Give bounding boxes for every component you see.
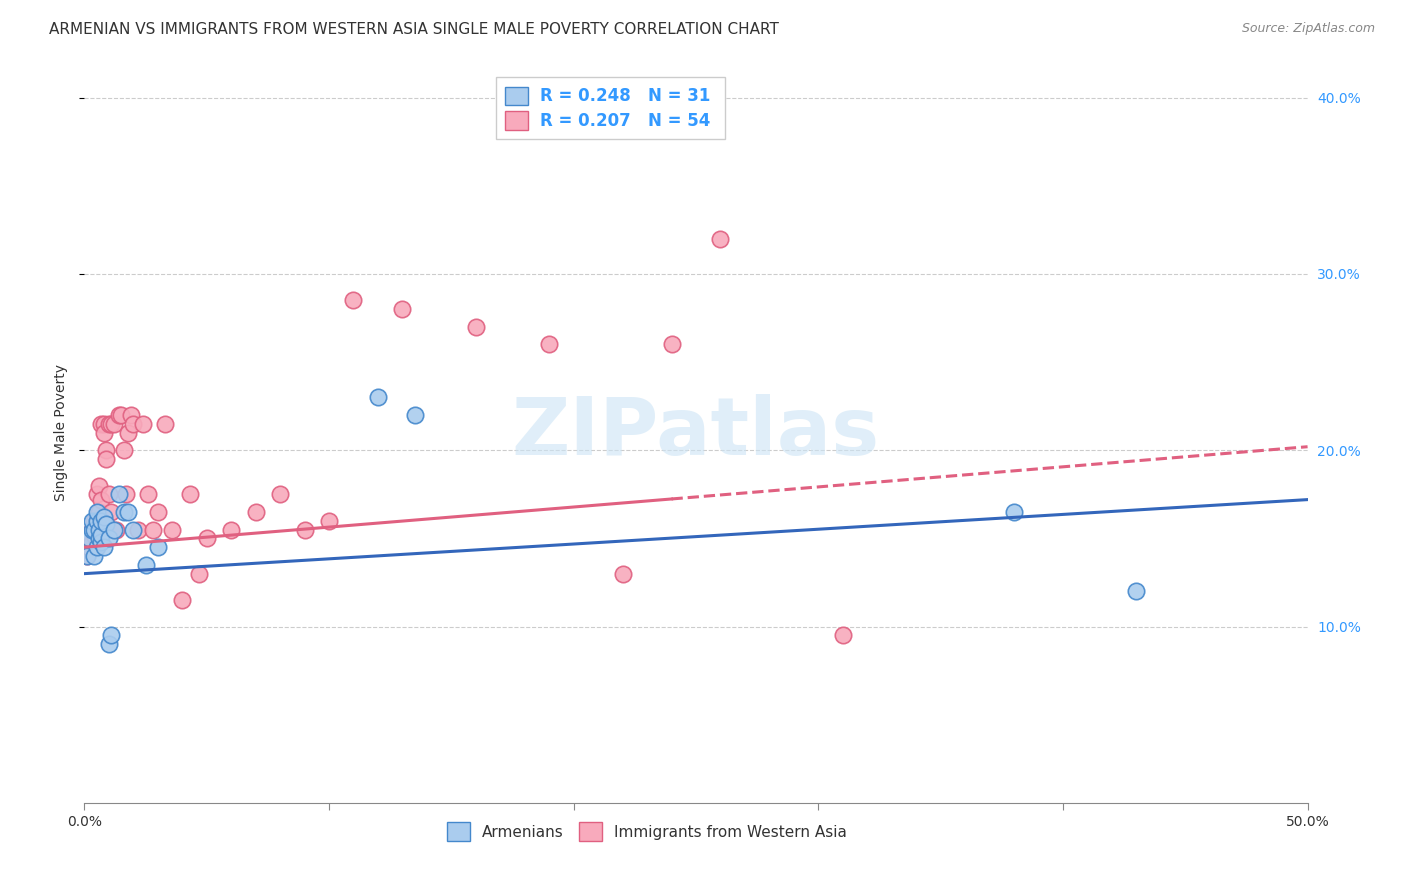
Point [86,514,108,528]
Point [132,417,155,431]
Legend: Armenians, Immigrants from Western Asia: Armenians, Immigrants from Western Asia [441,816,853,847]
Point [80,523,103,537]
Point [219,523,242,537]
Point [117,505,139,519]
Point [90,514,112,528]
Point [179,487,201,501]
Point [136,487,159,501]
Point [87,532,110,546]
Point [294,523,316,537]
Text: Source: ZipAtlas.com: Source: ZipAtlas.com [1241,22,1375,36]
Point [87,505,110,519]
Point [105,523,128,537]
Point [90,535,112,549]
Point [142,523,165,537]
Point [97,417,120,431]
Point [83,528,105,542]
Point [135,558,157,572]
Point [80,523,103,537]
Point [367,390,389,404]
Point [188,566,211,581]
Point [1125,584,1147,599]
Point [122,523,145,537]
Point [1002,505,1025,519]
Point [83,523,105,537]
Point [83,549,105,563]
Text: ARMENIAN VS IMMIGRANTS FROM WESTERN ASIA SINGLE MALE POVERTY CORRELATION CHART: ARMENIAN VS IMMIGRANTS FROM WESTERN ASIA… [49,22,779,37]
Point [86,514,108,528]
Point [103,417,125,431]
Point [90,528,112,542]
Point [96,517,118,532]
Point [404,408,426,422]
Point [83,514,105,528]
Point [90,492,112,507]
Text: ZIPatlas: ZIPatlas [512,393,880,472]
Point [661,337,683,351]
Point [146,540,169,554]
Point [90,417,112,431]
Point [391,302,413,317]
Point [103,523,125,537]
Point [538,337,561,351]
Point [87,532,110,546]
Point [93,540,115,554]
Y-axis label: Single Male Poverty: Single Male Poverty [55,364,69,501]
Point [80,514,103,528]
Point [172,593,194,607]
Point [77,540,100,554]
Point [162,523,184,537]
Point [146,505,169,519]
Point [97,637,120,651]
Point [77,532,100,546]
Point [86,487,108,501]
Point [127,523,149,537]
Point [464,319,486,334]
Point [86,540,108,554]
Point [87,523,110,537]
Point [97,487,120,501]
Point [76,549,98,563]
Point [80,535,103,549]
Point [100,417,122,431]
Point [195,532,218,546]
Point [117,425,139,440]
Point [100,505,122,519]
Point [96,443,118,458]
Point [93,510,115,524]
Point [153,417,176,431]
Point [97,532,120,546]
Point [93,417,115,431]
Point [318,514,340,528]
Point [122,417,145,431]
Point [76,549,98,563]
Point [269,487,291,501]
Point [709,232,731,246]
Point [245,505,267,519]
Point [112,505,135,519]
Point [110,408,132,422]
Point [612,566,634,581]
Point [342,293,364,308]
Point [100,628,122,642]
Point [115,487,138,501]
Point [107,487,129,501]
Point [112,443,135,458]
Point [87,478,110,492]
Point [96,452,118,467]
Point [107,408,129,422]
Point [86,505,108,519]
Point [120,408,142,422]
Point [831,628,853,642]
Point [93,425,115,440]
